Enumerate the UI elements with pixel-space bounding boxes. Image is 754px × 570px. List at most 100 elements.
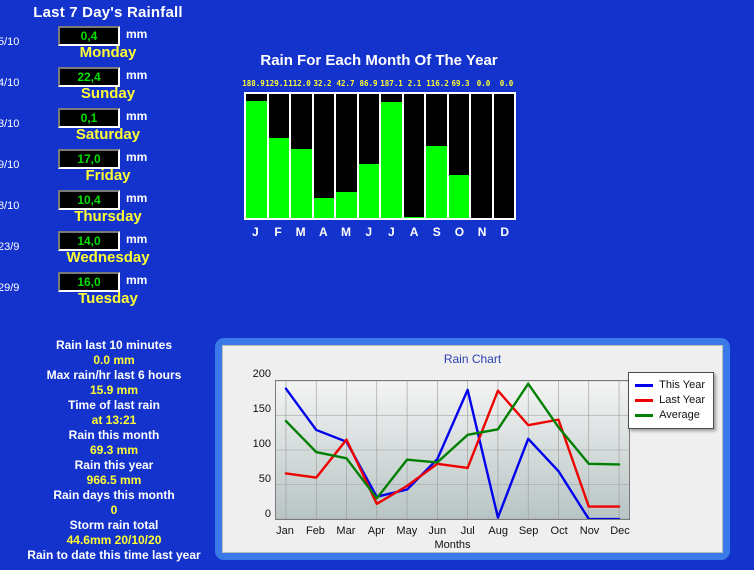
legend-item[interactable]: This Year	[635, 378, 705, 393]
day-date: 4/10	[0, 77, 20, 89]
rain-chart-x-tick: Sep	[518, 525, 539, 537]
day-rainfall-value: 16,0	[77, 275, 101, 289]
monthly-bar-value: 32.2	[313, 79, 332, 88]
rain-chart-panel: Rain Chart 0 50 100 150 200 Jan Feb Mar Apr May J…	[215, 338, 730, 560]
stat-value: 0	[110, 503, 118, 517]
rain-chart-y-tick: 100	[252, 438, 271, 450]
day-rainfall-readout: 16,0	[58, 272, 120, 292]
day-name: Tuesday	[78, 290, 138, 307]
monthly-value-labels: 188.9 129.1 112.0 32.2 42.7 86.9 187.1 2.1 116.2…	[242, 78, 518, 90]
day-date: 8/10	[0, 200, 20, 212]
day-name: Friday	[85, 167, 131, 184]
monthly-bar-value: 187.1	[380, 79, 403, 88]
monthly-bar-value: 42.7	[336, 79, 355, 88]
stat-value: 966.5 mm	[86, 473, 142, 487]
day-row: 5/10 0,4 mm Monday	[0, 26, 216, 67]
rain-chart-x-tick: May	[396, 525, 418, 537]
day-name: Wednesday	[66, 249, 150, 266]
monthly-bar-fill	[358, 164, 379, 218]
day-rainfall-unit: mm	[126, 27, 148, 41]
monthly-bar-fill	[268, 137, 289, 218]
day-row: 4/10 22,4 mm Sunday	[0, 67, 216, 108]
rain-chart-inner: Rain Chart 0 50 100 150 200 Jan Feb Mar Apr May J…	[222, 345, 723, 553]
day-rainfall-value: 10,4	[77, 193, 101, 207]
monthly-bars-plot-area	[244, 92, 516, 220]
monthly-chart-title: Rain For Each Month Of The Year	[260, 52, 498, 69]
monthly-bar-cell	[426, 94, 449, 218]
monthly-axis-label: F	[274, 225, 282, 239]
monthly-bar-value: 69.3	[451, 79, 470, 88]
day-rainfall-unit: mm	[126, 109, 148, 123]
legend-item[interactable]: Average	[635, 408, 705, 423]
stat-label: Storm rain total	[69, 518, 159, 532]
rain-chart-x-tick: Mar	[336, 525, 356, 537]
stat-label: Time of last rain	[68, 398, 160, 412]
day-date: 9/10	[0, 159, 20, 171]
legend-item[interactable]: Last Year	[635, 393, 705, 408]
legend-swatch	[635, 384, 654, 387]
day-row: 8/10 10,4 mm Thursday	[0, 190, 216, 231]
day-row: 9/10 17,0 mm Friday	[0, 149, 216, 190]
day-row: 29/9 16,0 mm Tuesday	[0, 272, 216, 313]
day-row: 3/10 0,1 mm Saturday	[0, 108, 216, 149]
stat-value: at 13:21	[91, 413, 137, 427]
rain-chart-x-tick: Jan	[276, 525, 294, 537]
rain-chart-x-tick: Apr	[367, 525, 385, 537]
rain-chart-y-tick: 0	[264, 508, 271, 520]
monthly-bar-cell	[291, 94, 314, 218]
monthly-axis-label: O	[454, 225, 465, 239]
monthly-bar-cell	[381, 94, 404, 218]
monthly-axis-label: M	[295, 225, 306, 239]
monthly-axis-label: M	[341, 225, 352, 239]
rain-chart-x-tick: Dec	[610, 525, 630, 537]
monthly-bar-fill	[381, 102, 402, 218]
day-name: Thursday	[74, 208, 142, 225]
monthly-bar-value: 129.1	[265, 79, 288, 88]
monthly-axis-label: N	[477, 225, 487, 239]
day-rainfall-value: 0,4	[80, 29, 98, 43]
rain-chart-y-tick: 200	[252, 368, 271, 380]
monthly-axis-label: A	[319, 225, 328, 239]
rain-chart-y-tick: 50	[258, 473, 271, 485]
rain-chart-y-axis-labels: 0 50 100 150 200	[231, 369, 271, 526]
monthly-bar-fill	[403, 216, 424, 218]
day-rainfall-readout: 10,4	[58, 190, 120, 210]
monthly-bar-cell	[403, 94, 426, 218]
monthly-axis-label: J	[388, 225, 395, 239]
stat-value: 15.9 mm	[89, 383, 139, 397]
day-rainfall-readout: 0,4	[58, 26, 120, 46]
stat-label: Rain to date this time last year	[27, 548, 201, 562]
stat-label: Rain this month	[68, 428, 160, 442]
rain-chart-plot-area	[275, 380, 630, 521]
monthly-bar-cell	[471, 94, 494, 218]
rain-statistics-panel: Rain last 10 minutes 0.0 mm Max rain/hr la…	[0, 338, 228, 563]
legend-label: Last Year	[659, 394, 705, 406]
monthly-bar-value: 188.9	[242, 79, 265, 88]
monthly-bar-value: 2.1	[407, 79, 422, 88]
monthly-bar-cell	[268, 94, 291, 218]
day-rainfall-unit: mm	[126, 273, 148, 287]
day-name: Sunday	[80, 85, 136, 102]
stat-label: Rain this year	[74, 458, 154, 472]
rain-chart-x-tick: Oct	[550, 525, 568, 537]
rain-chart-svg	[276, 380, 629, 521]
last-7-days-panel: Last 7 Day's Rainfall 5/10 0,4 mm Monday 4/1…	[0, 0, 216, 336]
day-rainfall-unit: mm	[126, 68, 148, 82]
monthly-bar-value: 112.0	[288, 79, 311, 88]
day-rainfall-readout: 0,1	[58, 108, 120, 128]
monthly-bar-fill	[336, 191, 357, 218]
rain-chart-x-tick: Feb	[305, 525, 325, 537]
monthly-bar-value: 116.2	[426, 79, 449, 88]
rain-chart-x-tick: Nov	[579, 525, 600, 537]
day-rainfall-value: 22,4	[77, 70, 101, 84]
stat-label: Max rain/hr last 6 hours	[46, 368, 182, 382]
monthly-axis-label: A	[409, 225, 419, 239]
monthly-bar-cell	[246, 94, 269, 218]
legend-label: Average	[659, 409, 700, 421]
rain-chart-title: Rain Chart	[443, 352, 502, 366]
day-date: 29/9	[0, 282, 20, 294]
day-rainfall-readout: 22,4	[58, 67, 120, 87]
monthly-bar-value: 0.0	[499, 79, 514, 88]
day-row: 23/9 14,0 mm Wednesday	[0, 231, 216, 272]
